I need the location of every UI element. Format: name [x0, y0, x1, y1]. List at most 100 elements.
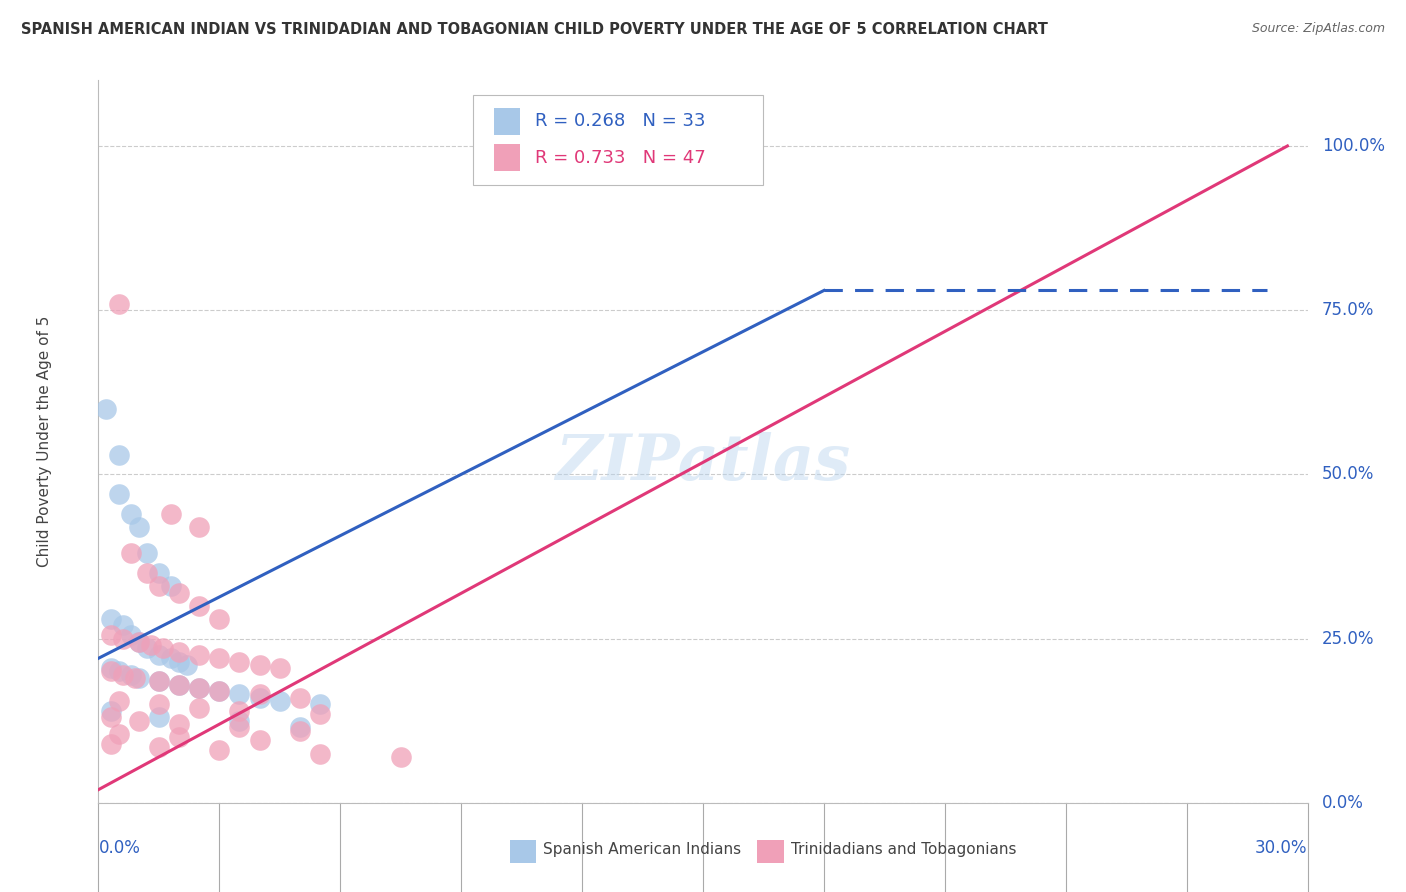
Point: [148, 648, 170, 662]
Point: [128, 671, 150, 685]
Point: [160, 579, 183, 593]
Point: [111, 667, 134, 681]
Point: [120, 546, 142, 560]
Text: 0.0%: 0.0%: [1322, 794, 1364, 812]
Point: [107, 727, 129, 741]
Point: [208, 612, 231, 626]
Point: [228, 714, 250, 728]
Point: [148, 674, 170, 689]
Point: [309, 747, 332, 761]
Point: [100, 704, 122, 718]
Point: [208, 684, 231, 698]
Text: R = 0.733   N = 47: R = 0.733 N = 47: [534, 149, 706, 167]
Text: Source: ZipAtlas.com: Source: ZipAtlas.com: [1251, 22, 1385, 36]
Point: [100, 737, 122, 751]
Point: [111, 618, 134, 632]
Point: [288, 720, 311, 734]
Text: 50.0%: 50.0%: [1322, 466, 1375, 483]
Point: [228, 720, 250, 734]
Point: [167, 655, 190, 669]
Point: [167, 677, 190, 691]
Point: [167, 717, 190, 731]
Point: [100, 661, 122, 675]
Point: [107, 487, 129, 501]
Point: [111, 632, 134, 646]
Point: [167, 730, 190, 744]
Point: [128, 635, 150, 649]
Point: [269, 694, 291, 708]
Point: [288, 723, 311, 738]
Point: [128, 635, 150, 649]
Point: [208, 743, 231, 757]
Point: [120, 628, 142, 642]
Point: [160, 507, 183, 521]
Point: [120, 507, 142, 521]
Bar: [494, 108, 520, 136]
Point: [188, 681, 211, 695]
Text: 30.0%: 30.0%: [1256, 838, 1308, 857]
Text: 100.0%: 100.0%: [1322, 137, 1385, 155]
Text: Trinidadians and Tobagonians: Trinidadians and Tobagonians: [792, 842, 1017, 857]
Point: [208, 651, 231, 665]
Point: [389, 749, 412, 764]
Point: [148, 566, 170, 580]
Point: [309, 707, 332, 722]
Point: [107, 448, 129, 462]
Point: [148, 739, 170, 754]
Bar: [758, 839, 785, 863]
Text: R = 0.268   N = 33: R = 0.268 N = 33: [534, 112, 706, 130]
Point: [309, 698, 332, 712]
Point: [288, 690, 311, 705]
Point: [228, 704, 250, 718]
Point: [107, 694, 129, 708]
Point: [188, 599, 211, 613]
Point: [167, 645, 190, 659]
Point: [152, 641, 174, 656]
Text: 25.0%: 25.0%: [1322, 630, 1375, 648]
Text: 0.0%: 0.0%: [98, 838, 141, 857]
Point: [107, 296, 129, 310]
Point: [128, 520, 150, 534]
Point: [188, 700, 211, 714]
Point: [107, 665, 129, 679]
Point: [135, 641, 157, 656]
Bar: [494, 144, 520, 171]
Point: [128, 714, 150, 728]
Point: [228, 687, 250, 701]
Point: [249, 687, 271, 701]
Text: 75.0%: 75.0%: [1322, 301, 1375, 319]
Point: [208, 684, 231, 698]
Point: [188, 681, 211, 695]
Point: [148, 698, 170, 712]
Point: [228, 655, 250, 669]
Point: [120, 667, 142, 681]
Point: [160, 651, 183, 665]
Point: [188, 520, 211, 534]
Point: [249, 690, 271, 705]
Point: [96, 401, 118, 416]
Text: Child Poverty Under the Age of 5: Child Poverty Under the Age of 5: [37, 316, 52, 567]
Text: Spanish American Indians: Spanish American Indians: [543, 842, 741, 857]
Point: [148, 710, 170, 724]
Point: [100, 665, 122, 679]
Bar: [509, 839, 536, 863]
Text: SPANISH AMERICAN INDIAN VS TRINIDADIAN AND TOBAGONIAN CHILD POVERTY UNDER THE AG: SPANISH AMERICAN INDIAN VS TRINIDADIAN A…: [21, 22, 1047, 37]
Point: [167, 677, 190, 691]
Point: [148, 674, 170, 689]
Text: ZIPatlas: ZIPatlas: [555, 433, 851, 494]
Point: [148, 579, 170, 593]
Point: [249, 733, 271, 747]
Point: [135, 546, 157, 560]
Point: [269, 661, 291, 675]
Point: [249, 657, 271, 672]
Point: [135, 566, 157, 580]
Point: [167, 585, 190, 599]
Point: [124, 671, 146, 685]
Point: [139, 638, 162, 652]
FancyBboxPatch shape: [474, 95, 763, 185]
Point: [100, 710, 122, 724]
Point: [100, 628, 122, 642]
Point: [188, 648, 211, 662]
Point: [176, 657, 198, 672]
Point: [100, 612, 122, 626]
